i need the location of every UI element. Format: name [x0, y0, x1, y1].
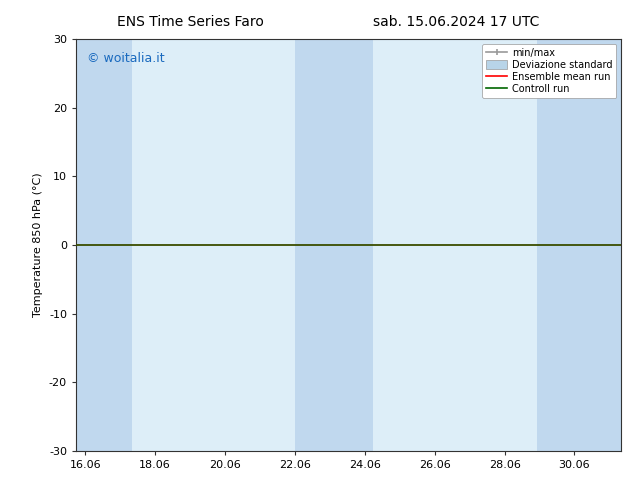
- Text: ENS Time Series Faro: ENS Time Series Faro: [117, 15, 264, 29]
- Bar: [76, 39, 132, 451]
- Bar: [295, 39, 373, 451]
- Text: © woitalia.it: © woitalia.it: [87, 51, 165, 65]
- Bar: [538, 39, 621, 451]
- Y-axis label: Temperature 850 hPa (°C): Temperature 850 hPa (°C): [34, 172, 43, 318]
- Text: sab. 15.06.2024 17 UTC: sab. 15.06.2024 17 UTC: [373, 15, 540, 29]
- Legend: min/max, Deviazione standard, Ensemble mean run, Controll run: min/max, Deviazione standard, Ensemble m…: [482, 44, 616, 98]
